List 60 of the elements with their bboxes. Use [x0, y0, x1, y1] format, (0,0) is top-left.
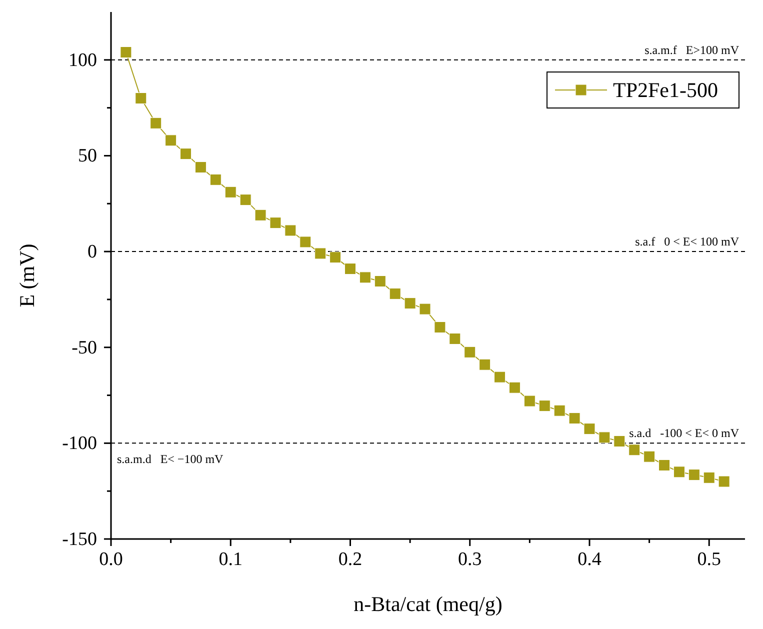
point [538, 400, 550, 412]
point [598, 432, 610, 444]
point [194, 161, 206, 173]
point [673, 466, 685, 478]
y-tick-label: 0 [88, 242, 97, 263]
point [434, 321, 446, 333]
point [479, 358, 491, 370]
point [344, 263, 356, 275]
point [404, 298, 416, 310]
point [254, 209, 266, 221]
y-tick-label: 100 [68, 50, 97, 71]
point [210, 174, 222, 186]
x-tick-label: 0.1 [218, 549, 242, 570]
point [314, 248, 326, 260]
point [449, 332, 461, 344]
point [658, 459, 670, 471]
point [180, 148, 192, 160]
x-tick-label: 0.0 [99, 549, 123, 570]
x-tick-label: 0.2 [338, 549, 362, 570]
point [688, 469, 700, 481]
point [359, 272, 371, 284]
point [554, 404, 566, 416]
x-tick-label: 0.5 [697, 549, 721, 570]
point [703, 472, 715, 484]
point [120, 46, 132, 58]
x-axis-title: n-Bta/cat (meq/g) [354, 592, 502, 616]
point [419, 303, 431, 315]
point [494, 371, 506, 383]
x-tick-label: 0.3 [458, 549, 482, 570]
y-tick-label: 50 [78, 146, 97, 167]
point [135, 92, 147, 104]
point [240, 194, 252, 206]
y-tick-label: -50 [72, 337, 97, 358]
y-tick-label: -100 [62, 433, 97, 454]
point [330, 252, 342, 264]
point [389, 288, 401, 300]
legend-label: TP2Fe1-500 [613, 78, 718, 102]
point [718, 476, 730, 488]
point [165, 134, 177, 146]
point [374, 276, 386, 287]
point [568, 412, 580, 424]
point [628, 444, 640, 456]
ref-line-label: s.a.m.f E>100 mV [644, 42, 740, 57]
y-tick-label: -150 [62, 529, 97, 550]
point [270, 217, 282, 229]
ref-line-label: s.a.d -100 < E< 0 mV [629, 426, 740, 440]
point [150, 117, 162, 129]
point [300, 236, 312, 248]
point [614, 436, 626, 448]
point [508, 382, 520, 394]
point [524, 395, 536, 407]
point [644, 450, 656, 462]
point [224, 186, 236, 198]
point [584, 423, 596, 435]
y-axis-title: E (mV) [15, 244, 39, 308]
point [284, 224, 296, 236]
annotation: s.a.m.d E< −100 mV [117, 452, 224, 466]
ref-line-label: s.a.f 0 < E< 100 mV [635, 234, 740, 249]
point [464, 346, 476, 358]
x-tick-label: 0.4 [578, 549, 602, 570]
